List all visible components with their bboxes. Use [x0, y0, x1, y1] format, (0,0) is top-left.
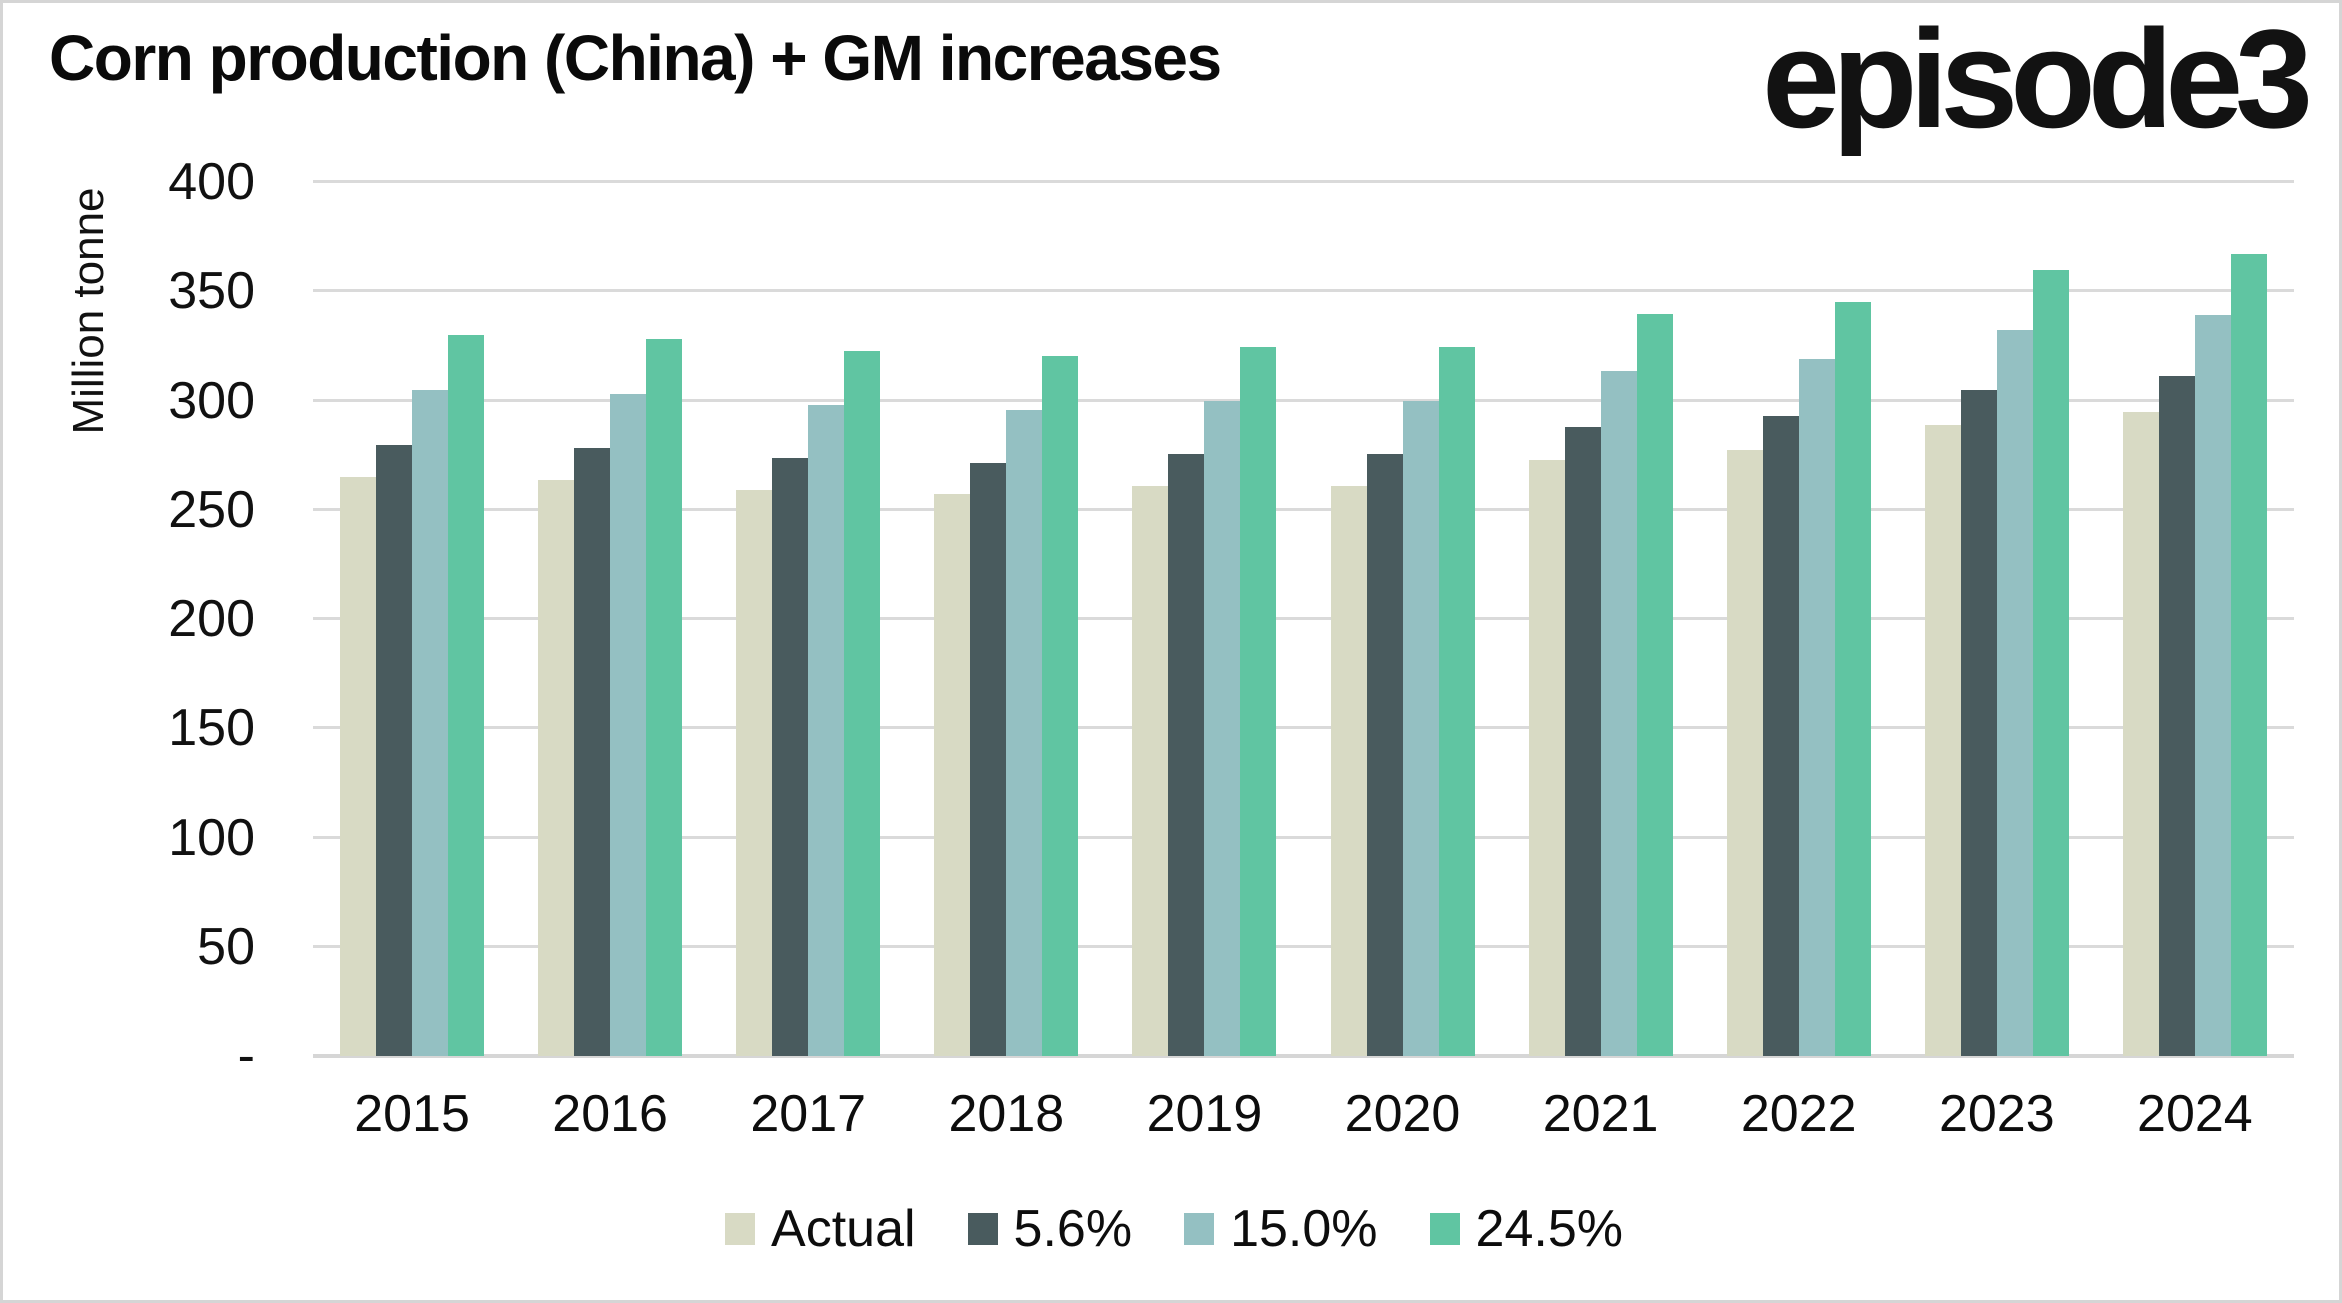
- x-tick-label-2015: 2015: [354, 1085, 470, 1143]
- bar-2021-245: [1636, 314, 1673, 1056]
- bar-group-2018: [907, 182, 1105, 1056]
- bar-group-2022: [1700, 182, 1898, 1056]
- legend-label: 5.6%: [1013, 1200, 1133, 1258]
- x-tick-label-2021: 2021: [1542, 1085, 1659, 1143]
- chart-title: Corn production (China) + GM increases: [49, 22, 1222, 94]
- bar-group-2024: [2096, 182, 2294, 1056]
- bar-2015-actual: [340, 476, 377, 1056]
- bar-2019-actual: [1132, 486, 1169, 1056]
- gridline-200: [313, 617, 2294, 620]
- bar-2017-56: [772, 458, 809, 1056]
- bar-2023-56: [1960, 389, 1997, 1056]
- bar-2019-150: [1204, 400, 1241, 1056]
- y-tick-label-50: 50: [197, 917, 255, 976]
- y-tick-label-350: 350: [168, 262, 255, 321]
- bar-2017-245: [844, 351, 881, 1056]
- bars-layer: [313, 182, 2294, 1056]
- legend-swatch: [1184, 1213, 1215, 1245]
- legend-label: Actual: [771, 1200, 916, 1258]
- plot-area: [313, 180, 2294, 1058]
- bar-2024-150: [2194, 315, 2231, 1056]
- bar-group-2020: [1303, 182, 1501, 1056]
- gridline-150: [313, 726, 2294, 730]
- bar-group-2015: [313, 182, 511, 1056]
- bar-2021-actual: [1528, 460, 1565, 1056]
- bar-2015-150: [412, 390, 449, 1056]
- bar-2021-56: [1564, 426, 1601, 1056]
- x-tick-label-2018: 2018: [948, 1085, 1065, 1143]
- bar-2023-150: [1996, 330, 2033, 1056]
- bar-2022-245: [1834, 301, 1871, 1056]
- bar-2023-245: [2032, 270, 2069, 1056]
- bar-2016-150: [610, 393, 647, 1056]
- bar-group-2023: [1898, 182, 2096, 1056]
- legend-item-56: 5.6%: [967, 1199, 1133, 1259]
- legend-item-245: 24.5%: [1429, 1199, 1623, 1259]
- legend-label: 24.5%: [1475, 1200, 1623, 1258]
- bar-2018-56: [970, 462, 1007, 1056]
- bar-2017-150: [808, 404, 845, 1056]
- y-tick-label-200: 200: [168, 590, 255, 648]
- gridline-100: [313, 835, 2294, 839]
- bar-2020-150: [1402, 400, 1439, 1056]
- bar-2024-245: [2230, 253, 2267, 1056]
- bar-2022-actual: [1726, 450, 1763, 1056]
- bar-2018-actual: [934, 494, 971, 1056]
- bar-2016-245: [646, 338, 683, 1056]
- y-tick-label-400: 400: [168, 153, 255, 211]
- x-tick-label-2022: 2022: [1740, 1085, 1857, 1143]
- bar-2019-56: [1168, 454, 1205, 1056]
- bar-2019-245: [1240, 346, 1277, 1056]
- legend: Actual 5.6% 15.0% 24.5%: [3, 1199, 2339, 1259]
- gridline-350: [313, 289, 2294, 293]
- gridline-250: [313, 507, 2294, 511]
- bar-2016-56: [574, 447, 611, 1056]
- gridline-300: [313, 398, 2294, 402]
- bar-2022-56: [1762, 416, 1799, 1056]
- x-tick-label-2024: 2024: [2137, 1085, 2253, 1143]
- x-tick-label-2023: 2023: [1938, 1085, 2055, 1143]
- gridline-400: [313, 180, 2294, 183]
- bar-2022-150: [1798, 359, 1835, 1056]
- y-tick-label-250: 250: [168, 480, 255, 539]
- legend-swatch: [967, 1213, 998, 1245]
- bar-2015-56: [376, 444, 413, 1056]
- bar-2024-56: [2158, 375, 2195, 1056]
- bar-group-2017: [709, 182, 907, 1056]
- bar-2021-150: [1600, 371, 1637, 1056]
- bar-group-2019: [1105, 182, 1303, 1056]
- y-tick-label-0: -: [237, 1027, 255, 1085]
- y-tick-label-150: 150: [168, 699, 255, 758]
- bar-2017-actual: [736, 489, 773, 1056]
- y-tick-label-300: 300: [168, 371, 255, 430]
- x-tick-label-2019: 2019: [1146, 1085, 1263, 1143]
- bar-2015-245: [448, 335, 485, 1056]
- gridline-50: [313, 944, 2294, 948]
- legend-swatch: [725, 1213, 756, 1245]
- x-tick-label-2017: 2017: [750, 1085, 867, 1143]
- bar-2018-245: [1042, 356, 1079, 1056]
- bar-2024-actual: [2122, 411, 2159, 1056]
- x-tick-label-2020: 2020: [1344, 1085, 1461, 1143]
- legend-item-actual: Actual: [725, 1199, 916, 1259]
- episode3-logo: episode3: [1762, 0, 2313, 157]
- x-axis-tick-labels: 2015 2016 2017 2018 2019 2020 2021 2022 2023 2024: [313, 1079, 2294, 1149]
- legend-label: 15.0%: [1230, 1200, 1378, 1258]
- bar-2018-150: [1006, 409, 1043, 1056]
- bar-group-2021: [1502, 182, 1700, 1056]
- gridline-0: [313, 1054, 2294, 1058]
- bar-2020-56: [1366, 454, 1403, 1056]
- bar-2020-actual: [1330, 486, 1367, 1056]
- x-tick-label-2016: 2016: [552, 1085, 668, 1143]
- bar-2016-actual: [538, 480, 575, 1056]
- bar-2020-245: [1438, 346, 1475, 1056]
- legend-item-150: 15.0%: [1184, 1199, 1378, 1259]
- legend-swatch: [1429, 1213, 1460, 1245]
- bar-2023-actual: [1924, 424, 1961, 1056]
- bar-group-2016: [511, 182, 709, 1056]
- y-tick-label-100: 100: [168, 808, 255, 867]
